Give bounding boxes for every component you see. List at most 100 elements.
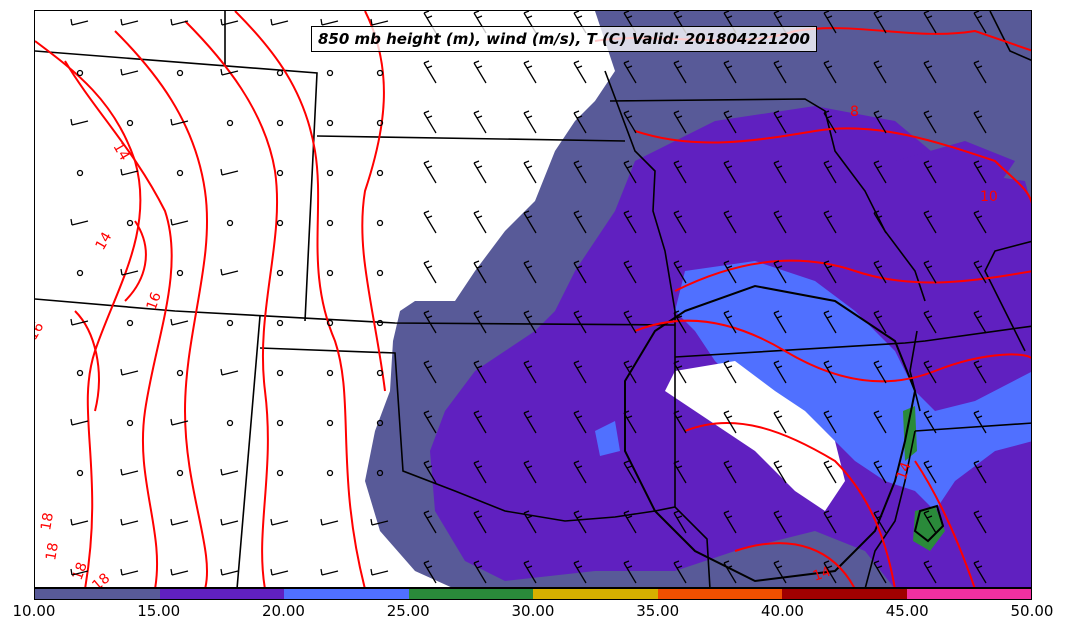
wind-barb xyxy=(70,118,89,126)
wind-barb xyxy=(320,568,339,576)
wind-barb xyxy=(623,410,637,434)
colorbar-segment xyxy=(533,589,658,599)
calm-wind-marker xyxy=(276,269,284,277)
contour-label: 18 xyxy=(70,560,91,582)
wind-barb xyxy=(473,410,487,434)
wind-barb xyxy=(773,560,787,584)
calm-wind-marker xyxy=(176,469,184,477)
wind-barb xyxy=(823,460,837,484)
calm-wind-marker xyxy=(126,219,134,227)
wind-barb xyxy=(923,360,937,384)
wind-barb xyxy=(773,460,787,484)
wind-barb xyxy=(773,110,787,134)
contour-label: 14 xyxy=(110,140,133,164)
state-borders xyxy=(35,11,1031,587)
wind-barb xyxy=(673,410,687,434)
contour-label: 14 xyxy=(93,229,116,253)
wind-barb xyxy=(473,510,487,534)
wind-barb xyxy=(423,410,437,434)
wind-barb xyxy=(873,110,887,134)
wind-barb xyxy=(773,310,787,334)
wind-barb xyxy=(120,168,139,176)
colorbar-tick-label: 40.00 xyxy=(761,602,804,620)
wind-barb xyxy=(623,110,637,134)
contour-label: 16 xyxy=(144,290,165,312)
wind-barb xyxy=(120,518,139,526)
wind-barb xyxy=(923,460,937,484)
contour-label: 14 xyxy=(894,460,915,482)
wind-barb xyxy=(523,410,537,434)
wind-barb xyxy=(923,110,937,134)
wind-barb xyxy=(423,510,437,534)
colorbar-tick-label: 50.00 xyxy=(1010,602,1054,620)
contour-label: 18 xyxy=(89,570,113,588)
wind-barb xyxy=(573,460,587,484)
wind-barb xyxy=(723,510,737,534)
colorbar-segment xyxy=(159,589,284,599)
wind-barb xyxy=(523,160,537,184)
map-title: 850 mb height (m), wind (m/s), T (C) Val… xyxy=(311,26,817,52)
wind-barb xyxy=(423,360,437,384)
wind-barb xyxy=(523,510,537,534)
wind-barb xyxy=(573,310,587,334)
wind-barb xyxy=(873,310,887,334)
wind-barb xyxy=(673,310,687,334)
wind-barb xyxy=(423,60,437,84)
wind-barb xyxy=(673,560,687,584)
wind-barb xyxy=(473,160,487,184)
wind-barb xyxy=(773,360,787,384)
calm-wind-marker xyxy=(226,319,234,327)
calm-wind-marker xyxy=(126,319,134,327)
wind-barb xyxy=(973,410,987,434)
wind-barb xyxy=(70,518,89,526)
wind-barb xyxy=(573,510,587,534)
wind-barb xyxy=(823,260,837,284)
contour-label: 18 xyxy=(43,541,62,561)
wind-barb xyxy=(573,410,587,434)
wind-barb xyxy=(873,160,887,184)
wind-barb xyxy=(220,368,239,376)
wind-barb xyxy=(923,60,937,84)
wind-barb xyxy=(523,60,537,84)
wind-barb xyxy=(623,310,637,334)
wind-barb xyxy=(973,160,987,184)
wind-barb xyxy=(270,18,289,26)
wind-barb xyxy=(873,11,887,34)
wind-barb xyxy=(170,518,189,526)
calm-wind-marker xyxy=(376,69,384,77)
wind-speed-shading-20-25 xyxy=(595,261,1031,511)
wind-barb xyxy=(673,260,687,284)
colorbar-segment xyxy=(284,589,409,599)
wind-barb xyxy=(923,11,937,34)
wind-barb xyxy=(473,360,487,384)
wind-barb xyxy=(473,210,487,234)
wind-barb xyxy=(370,568,389,576)
colorbar-tick-label: 25.00 xyxy=(386,602,430,620)
wind-barb xyxy=(623,60,637,84)
wind-barb xyxy=(423,310,437,334)
contour-label: 8 xyxy=(850,104,859,120)
wind-barb xyxy=(220,268,239,276)
colorbar-segment xyxy=(782,589,907,599)
wind-barb xyxy=(70,418,89,426)
wind-barb xyxy=(823,60,837,84)
wind-barb xyxy=(170,418,189,426)
calm-wind-marker xyxy=(326,119,334,127)
wind-barb xyxy=(673,510,687,534)
wind-barb xyxy=(723,160,737,184)
colorbar-tick-label: 10.00 xyxy=(12,602,56,620)
calm-wind-marker xyxy=(326,369,334,377)
wind-barb xyxy=(773,160,787,184)
wind-barb xyxy=(370,18,389,26)
wind-barb xyxy=(120,368,139,376)
wind-barb xyxy=(673,110,687,134)
wind-barb xyxy=(320,18,339,26)
calm-wind-marker xyxy=(76,269,84,277)
calm-wind-marker xyxy=(376,419,384,427)
calm-wind-marker xyxy=(276,469,284,477)
calm-wind-marker xyxy=(276,169,284,177)
wind-barb xyxy=(773,210,787,234)
wind-barb xyxy=(573,160,587,184)
calm-wind-marker xyxy=(326,269,334,277)
calm-wind-marker xyxy=(76,69,84,77)
